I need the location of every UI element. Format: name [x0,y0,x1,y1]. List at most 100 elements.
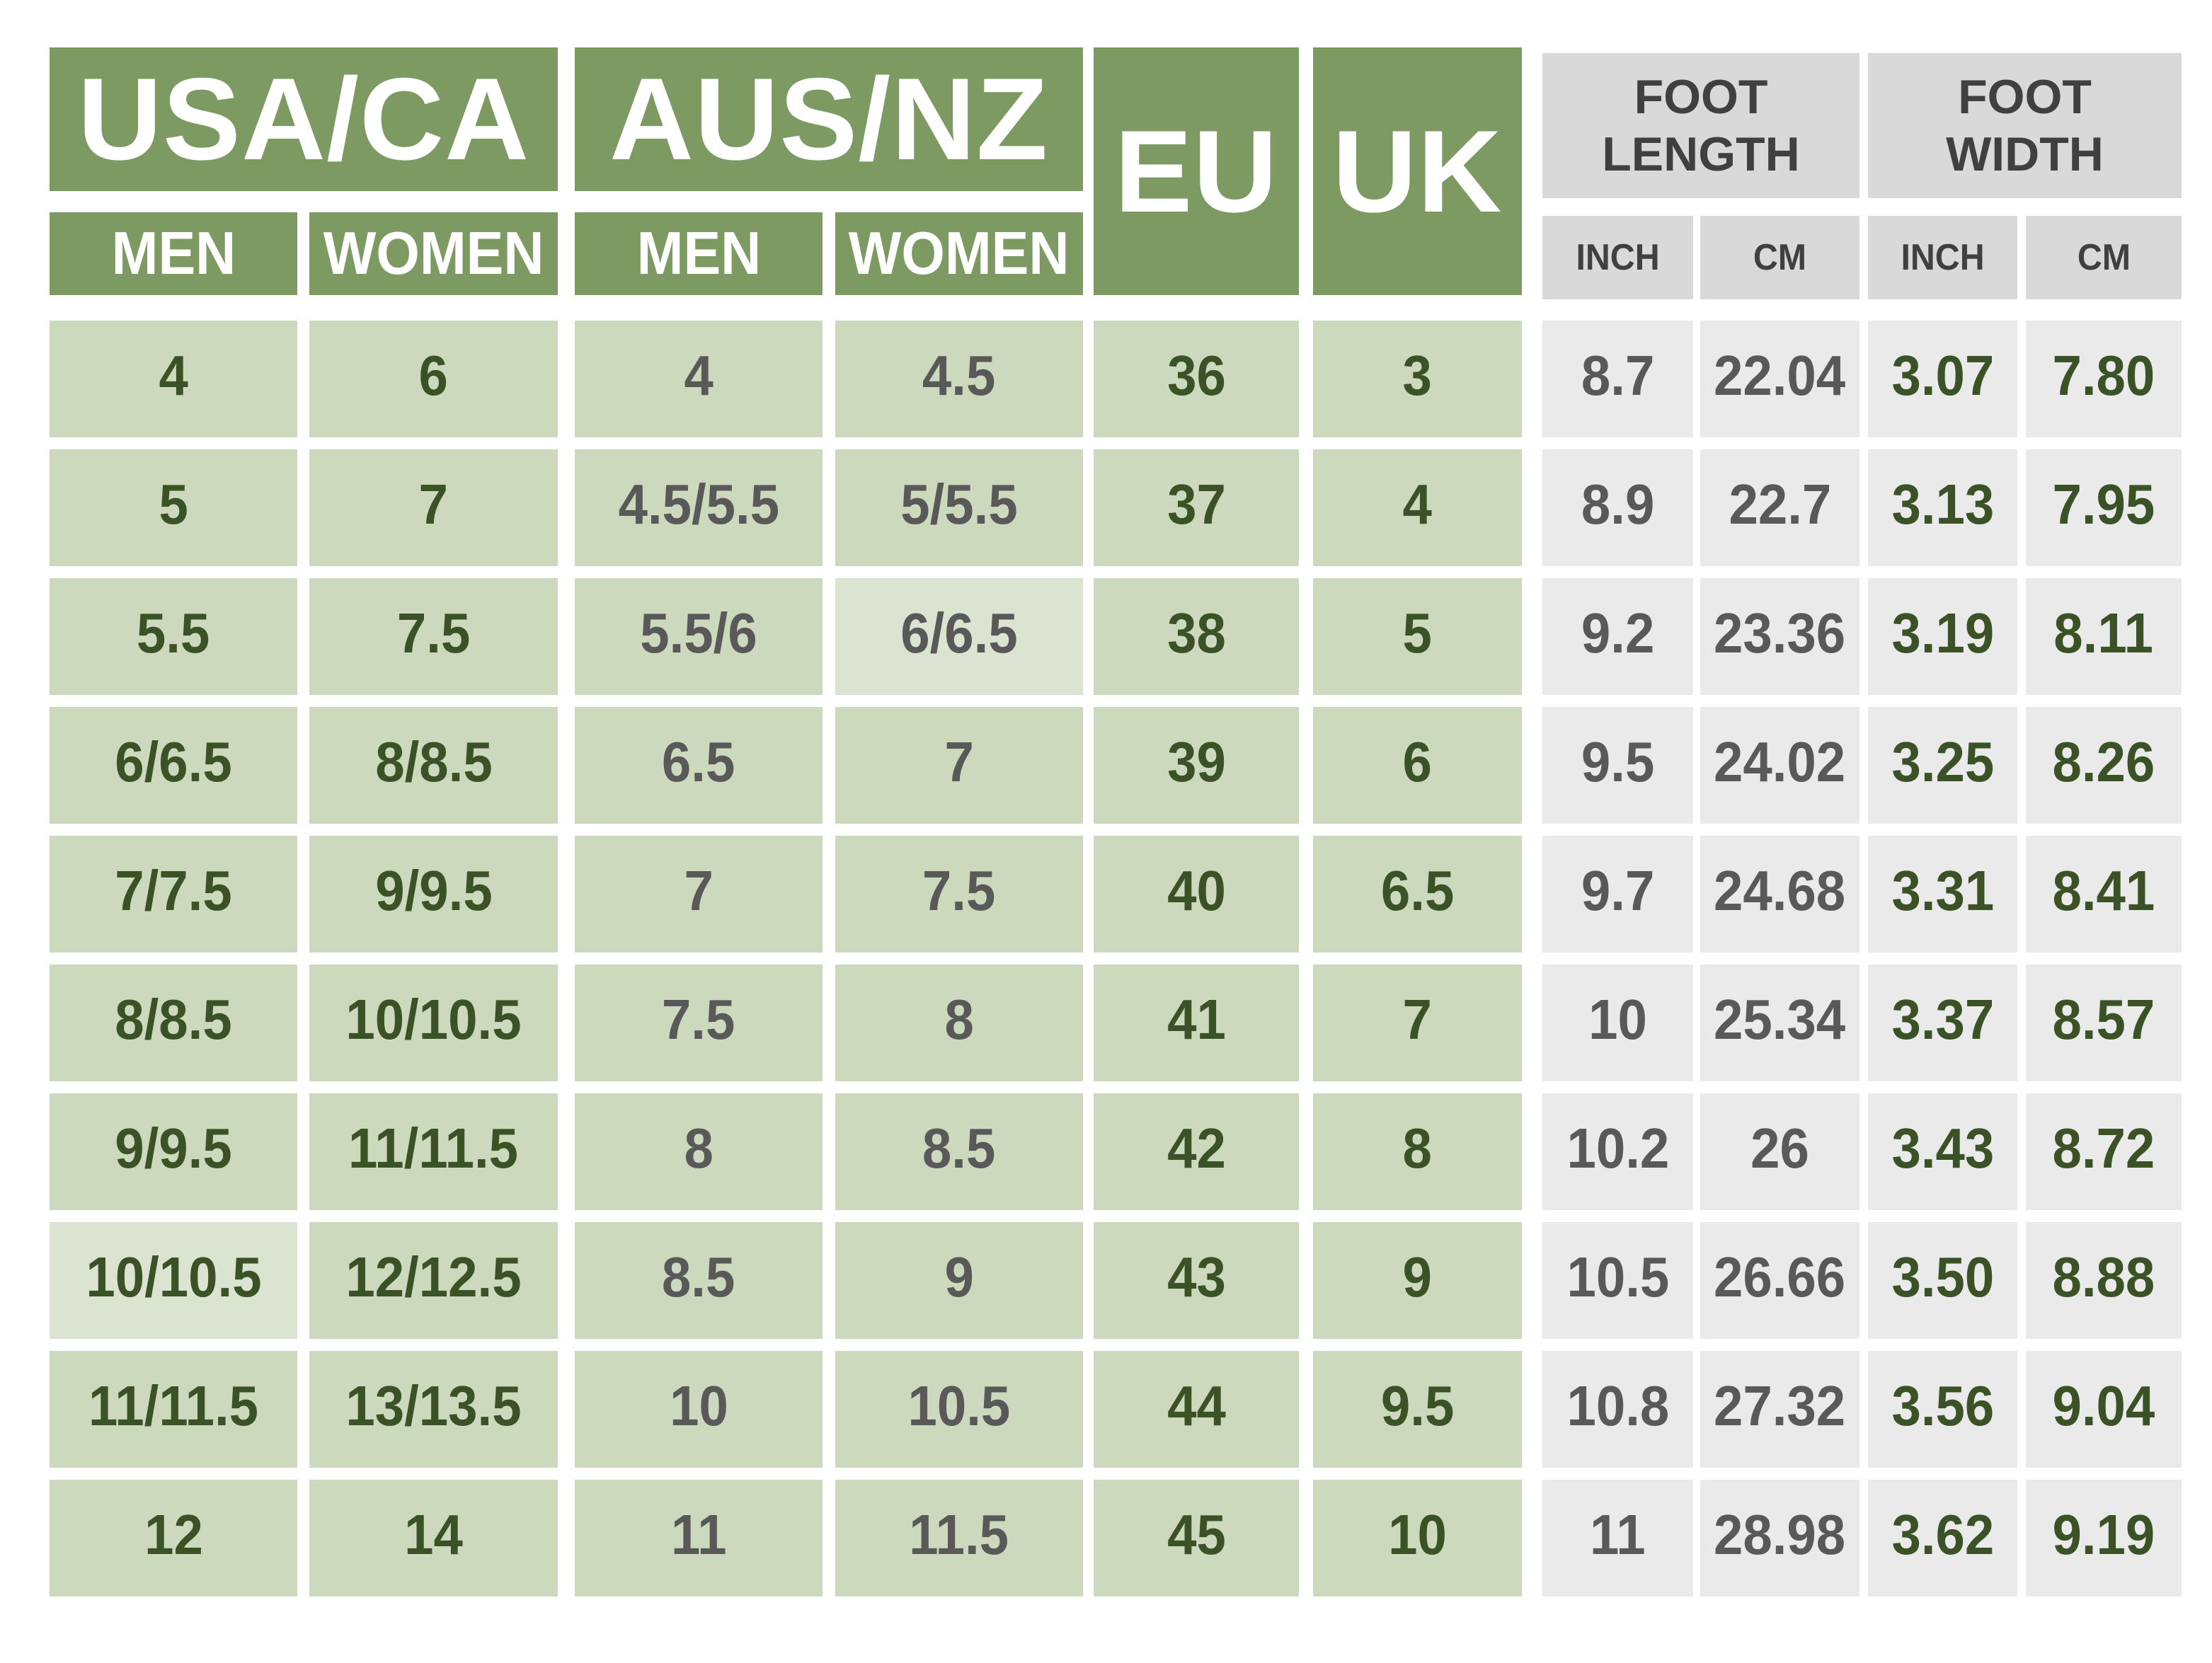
cell-value: 7.5 [396,601,471,664]
cell-value: 38 [1167,601,1226,664]
cell-value: 7 [944,730,974,793]
subheader-aus-men: MEN [575,212,823,295]
cell-eu-row7: 42 [1094,1093,1299,1210]
cell-foot-length-cm-row10: 28.98 [1700,1480,1859,1596]
header-eu: EU [1094,47,1299,295]
cell-value: 26 [1750,1116,1809,1180]
cell-value: 7.5 [922,858,996,922]
cell-value: 7.95 [2052,472,2155,536]
subheader-width-inch: INCH [1868,216,2017,299]
cell-value: 24.68 [1714,858,1846,922]
cell-value: 10.2 [1566,1116,1669,1180]
cell-aus-men-row1: 4 [575,321,823,437]
cell-usa-women-row1: 6 [309,321,558,437]
cell-value: 8.7 [1581,343,1655,407]
cell-value: 6 [418,343,449,407]
subheader-aus-men-label: MEN [636,219,761,287]
cell-aus-women-row4: 7 [835,707,1083,824]
cell-value: 44 [1167,1374,1226,1437]
cell-foot-length-inch-row10: 11 [1542,1480,1693,1596]
cell-value: 9/9.5 [374,858,493,922]
cell-value: 9 [944,1245,974,1308]
cell-aus-men-row8: 8.5 [575,1222,823,1339]
cell-value: 4.5 [922,343,996,407]
header-aus-nz: AUS/NZ [575,47,1083,191]
cell-foot-length-inch-row3: 9.2 [1542,578,1693,695]
cell-value: 7.80 [2052,343,2155,407]
cell-value: 3.37 [1891,987,1994,1051]
cell-value: 9.5 [1380,1374,1455,1437]
cell-aus-women-row5: 7.5 [835,836,1083,953]
subheader-length-inch-label: INCH [1576,237,1660,278]
cell-uk-row8: 9 [1313,1222,1522,1339]
cell-value: 7/7.5 [115,858,232,922]
cell-usa-women-row9: 13/13.5 [309,1351,558,1468]
subheader-aus-women: WOMEN [835,212,1083,295]
cell-value: 10 [1388,1502,1447,1566]
cell-value: 8 [684,1116,714,1180]
cell-value: 6.5 [1380,858,1455,922]
cell-value: 3.19 [1891,601,1994,664]
cell-usa-men-row3: 5.5 [50,578,297,695]
header-foot-width: FOOT WIDTH [1868,53,2182,198]
cell-value: 24.02 [1714,730,1846,793]
cell-aus-women-row7: 8.5 [835,1093,1083,1210]
cell-uk-row2: 4 [1313,449,1522,566]
cell-foot-width-inch-row9: 3.56 [1868,1351,2017,1468]
cell-aus-women-row9: 10.5 [835,1351,1083,1468]
cell-aus-men-row2: 4.5/5.5 [575,449,823,566]
cell-foot-width-cm-row8: 8.88 [2026,1222,2182,1339]
cell-value: 10/10.5 [345,987,522,1051]
cell-eu-row1: 36 [1094,321,1299,437]
cell-value: 43 [1167,1245,1226,1308]
cell-value: 37 [1167,472,1226,536]
cell-foot-width-cm-row4: 8.26 [2026,707,2182,824]
cell-value: 6 [1402,730,1433,793]
cell-value: 3.31 [1891,858,1994,922]
cell-uk-row4: 6 [1313,707,1522,824]
subheader-usa-men-label: MEN [111,219,236,287]
cell-foot-width-inch-row2: 3.13 [1868,449,2017,566]
cell-value: 4 [684,343,714,407]
cell-foot-width-inch-row4: 3.25 [1868,707,2017,824]
cell-usa-men-row8: 10/10.5 [50,1222,297,1339]
cell-value: 4 [159,343,188,407]
cell-value: 8.88 [2052,1245,2155,1308]
cell-foot-length-cm-row9: 27.32 [1700,1351,1859,1468]
cell-value: 14 [404,1502,463,1566]
cell-value: 41 [1167,987,1226,1051]
cell-usa-men-row5: 7/7.5 [50,836,297,953]
cell-foot-length-inch-row2: 8.9 [1542,449,1693,566]
cell-eu-row6: 41 [1094,965,1299,1081]
cell-value: 3.43 [1891,1116,1994,1180]
cell-foot-width-cm-row6: 8.57 [2026,965,2182,1081]
cell-value: 7 [1402,987,1433,1051]
cell-foot-width-inch-row7: 3.43 [1868,1093,2017,1210]
cell-value: 9.04 [2052,1374,2155,1437]
cell-eu-row5: 40 [1094,836,1299,953]
cell-value: 40 [1167,858,1226,922]
cell-value: 10 [669,1374,728,1437]
cell-value: 8.26 [2052,730,2155,793]
cell-value: 7 [418,472,449,536]
cell-foot-length-cm-row3: 23.36 [1700,578,1859,695]
cell-usa-women-row2: 7 [309,449,558,566]
cell-value: 5.5/6 [640,601,757,664]
cell-eu-row10: 45 [1094,1480,1299,1596]
cell-usa-women-row6: 10/10.5 [309,965,558,1081]
cell-value: 10 [1588,987,1647,1051]
cell-aus-men-row7: 8 [575,1093,823,1210]
cell-value: 11.5 [909,1502,1009,1566]
cell-aus-women-row2: 5/5.5 [835,449,1083,566]
cell-value: 12 [144,1502,203,1566]
cell-foot-length-inch-row6: 10 [1542,965,1693,1081]
cell-value: 8.41 [2052,858,2155,922]
cell-usa-women-row5: 9/9.5 [309,836,558,953]
cell-foot-width-inch-row1: 3.07 [1868,321,2017,437]
cell-foot-width-inch-row10: 3.62 [1868,1480,2017,1596]
cell-value: 25.34 [1714,987,1846,1051]
cell-foot-length-cm-row6: 25.34 [1700,965,1859,1081]
cell-foot-width-cm-row9: 9.04 [2026,1351,2182,1468]
cell-eu-row4: 39 [1094,707,1299,824]
